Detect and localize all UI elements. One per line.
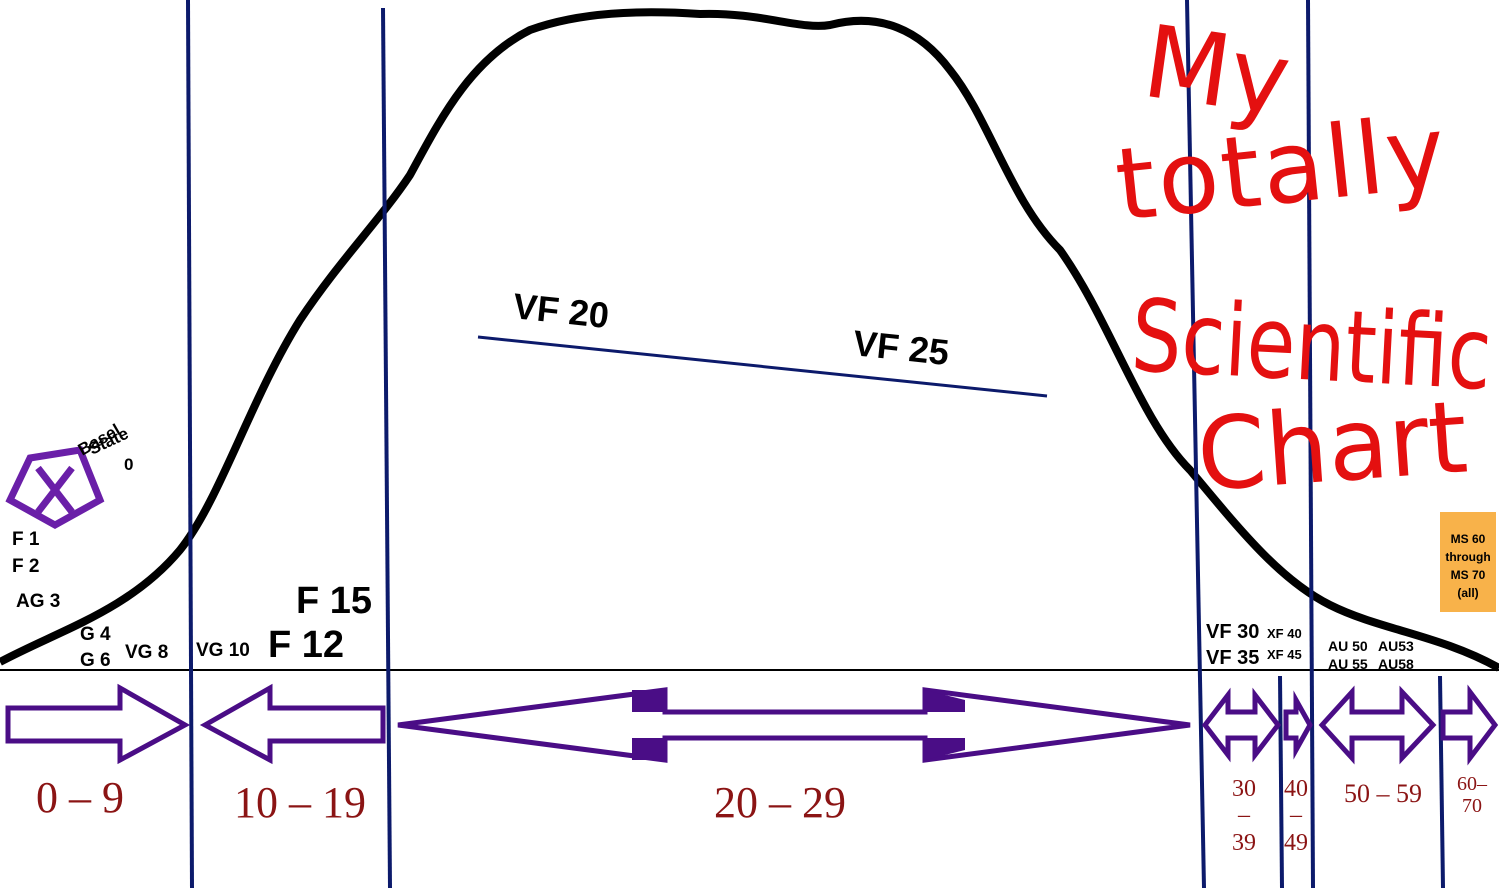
grade: VF 20 (511, 285, 611, 336)
grade: AG 3 (16, 591, 60, 612)
range: 0 – 9 (36, 773, 124, 822)
grade: XF 45 (1267, 647, 1302, 662)
ms-text: MS 70 (1451, 568, 1486, 582)
grade: F 2 (12, 556, 39, 577)
range: 20 – 29 (714, 778, 846, 827)
grade: F 12 (268, 624, 344, 666)
arrow (1283, 690, 1313, 760)
title-line: Scientific (1129, 277, 1495, 413)
grade: AU53 (1378, 638, 1414, 654)
range: 40 (1284, 776, 1308, 802)
grade: F 15 (296, 580, 372, 622)
arrow (199, 683, 386, 765)
arrow (397, 687, 1191, 763)
grade: G 4 (80, 624, 111, 645)
divider (1306, 0, 1315, 889)
grade: VF 30 (1206, 621, 1259, 643)
grade: VG 10 (196, 640, 250, 661)
label: 0 (124, 455, 133, 474)
ms-text: (all) (1457, 586, 1478, 600)
arrow-fill (632, 690, 665, 712)
grade: VF 25 (851, 322, 951, 373)
range: 50 – 59 (1344, 779, 1422, 808)
grade: VF 35 (1206, 647, 1259, 669)
vf-line (477, 335, 1048, 398)
title-line: My (1137, 3, 1297, 139)
range: – (1289, 802, 1303, 828)
divider (186, 0, 194, 889)
range: 30 (1232, 776, 1256, 802)
arrow-fill (632, 738, 665, 760)
divider (381, 7, 392, 889)
range: 49 (1284, 830, 1308, 856)
ms-box (1440, 512, 1496, 612)
grade: VG 8 (125, 642, 168, 663)
ms-text: MS 60 (1451, 532, 1486, 546)
range: – (1237, 802, 1251, 828)
ms-text: through (1445, 550, 1490, 564)
range: 39 (1232, 830, 1256, 856)
arrow (5, 683, 191, 765)
grade: AU58 (1378, 656, 1414, 672)
arrow (1440, 684, 1499, 766)
range: 60– (1457, 773, 1488, 795)
range: 10 – 19 (234, 778, 366, 827)
grade: F 1 (12, 529, 40, 550)
divider (1438, 675, 1445, 889)
arrow-fill (925, 690, 965, 712)
divider (1278, 675, 1284, 889)
title-line: Chart (1194, 378, 1472, 514)
range: 70 (1462, 795, 1482, 817)
grade: AU 55 (1328, 656, 1368, 672)
divider (1185, 0, 1206, 889)
grade: AU 50 (1328, 638, 1368, 654)
icon (35, 465, 75, 515)
grade: XF 40 (1267, 626, 1302, 641)
arrow (1318, 685, 1437, 765)
curve (0, 8, 1499, 672)
grade: G 6 (80, 650, 111, 671)
arrow-fill (925, 738, 965, 760)
arrow (1201, 687, 1282, 763)
